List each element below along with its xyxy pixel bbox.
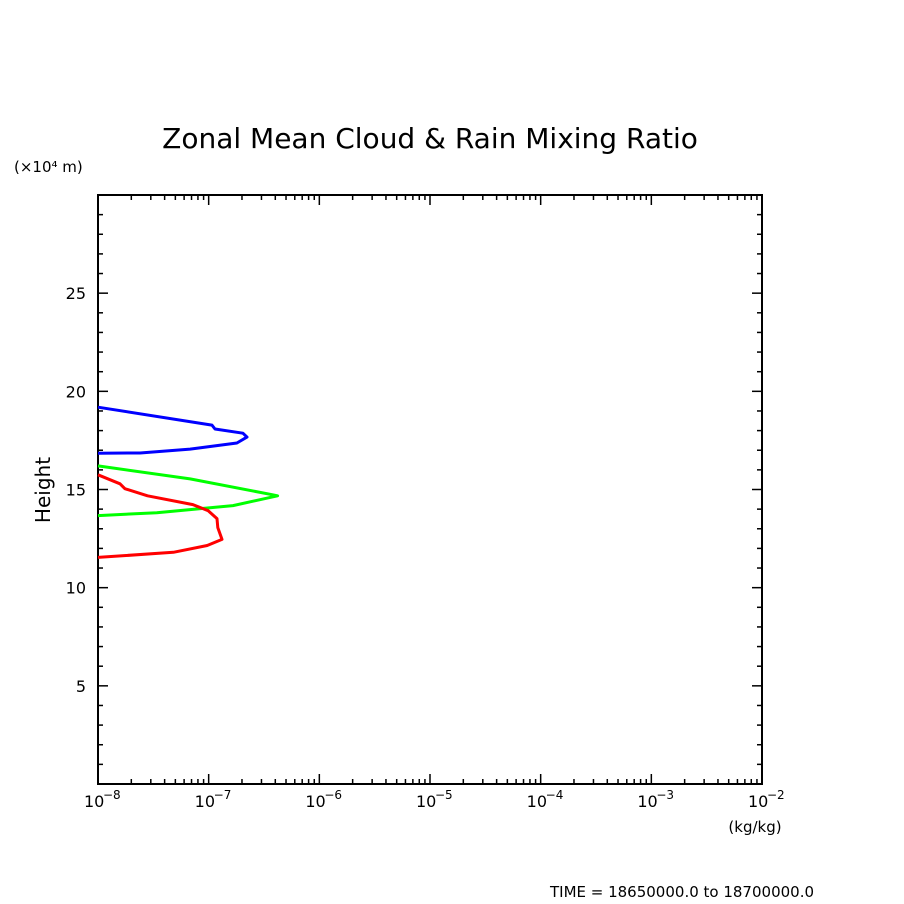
- y-tick-label: 10: [66, 579, 86, 598]
- x-tick-exponent: −5: [435, 788, 453, 802]
- x-tick-exponent: −4: [546, 788, 564, 802]
- series-line-red: [97, 473, 224, 559]
- y-unit-label: (×10⁴ m): [14, 158, 83, 176]
- x-tick-label: 10: [416, 792, 436, 811]
- x-tick-label: 10: [305, 792, 325, 811]
- x-tick-exponent: −6: [324, 788, 342, 802]
- series-line-green: [97, 464, 280, 518]
- series-line-blue: [97, 405, 249, 455]
- x-tick-exponent: −3: [656, 788, 674, 802]
- x-tick-exponent: −2: [767, 788, 785, 802]
- x-tick-exponent: −7: [214, 788, 232, 802]
- plot-frame: [97, 194, 763, 785]
- y-tick-label: 5: [76, 677, 86, 696]
- x-unit-label: (kg/kg): [728, 818, 781, 836]
- time-footer: TIME = 18650000.0 to 18700000.0: [549, 883, 814, 901]
- y-tick-label: 25: [66, 284, 86, 303]
- x-tick-exponent: −8: [103, 788, 121, 802]
- x-tick-label: 10: [527, 792, 547, 811]
- chart-title: Zonal Mean Cloud & Rain Mixing Ratio: [162, 122, 698, 155]
- x-tick-label: 10: [195, 792, 215, 811]
- y-tick-label: 15: [66, 481, 86, 500]
- y-tick-label: 20: [66, 382, 86, 401]
- x-tick-label: 10: [84, 792, 104, 811]
- x-tick-label: 10: [748, 792, 768, 811]
- x-tick-label: 10: [637, 792, 657, 811]
- y-axis-label: Height: [31, 457, 55, 523]
